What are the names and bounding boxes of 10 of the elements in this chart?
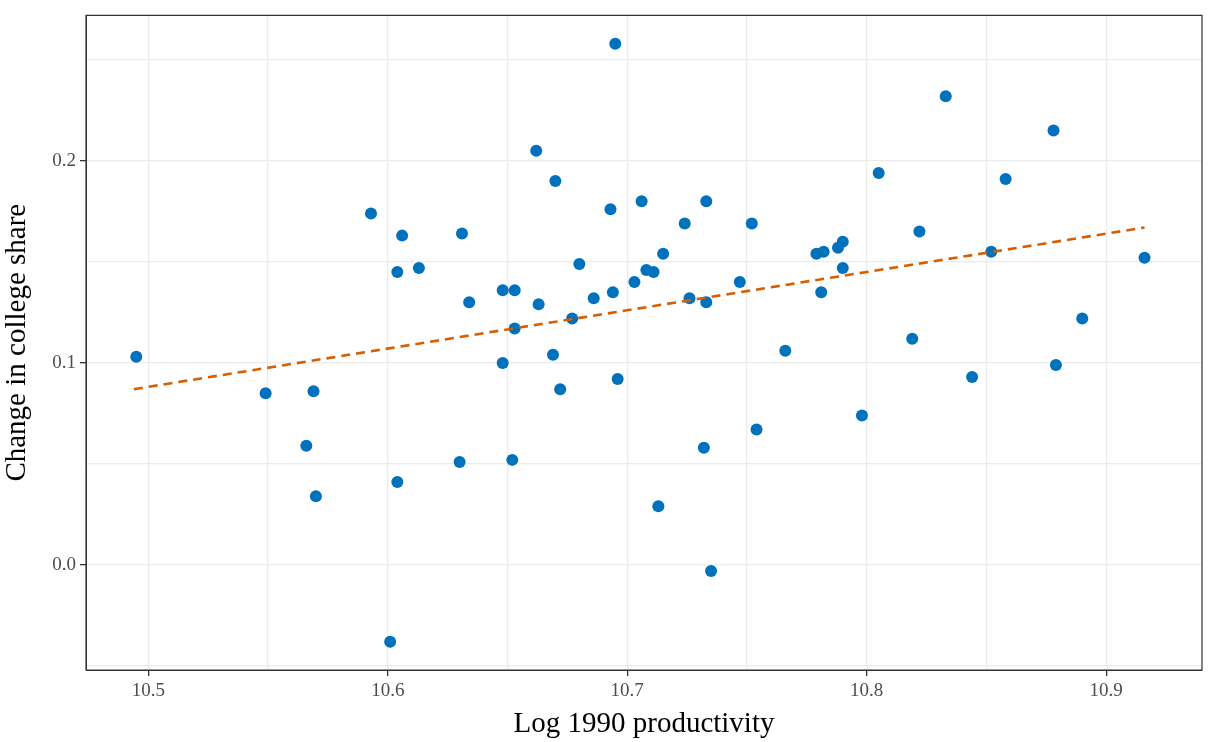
x-tick-label: 10.5 [131,679,165,701]
x-tick-label: 10.9 [1089,679,1123,701]
y-axis-title: Change in college share [0,203,32,482]
x-tick-label: 10.7 [610,679,644,701]
x-tick-label: 10.6 [371,679,405,701]
x-axis-title: Log 1990 productivity [513,706,775,739]
x-tick-label: 10.8 [850,679,884,701]
y-tick-label: 0.1 [52,350,76,372]
y-tick-label: 0.0 [52,552,76,574]
y-tick-label: 0.2 [52,148,76,170]
